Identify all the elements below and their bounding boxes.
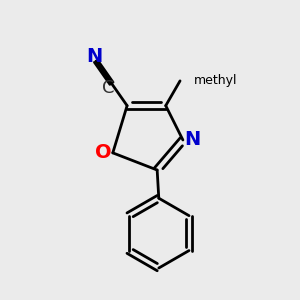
Text: O: O — [95, 143, 112, 162]
Text: N: N — [86, 47, 103, 66]
Text: N: N — [184, 130, 200, 149]
Text: methyl: methyl — [194, 74, 238, 87]
Text: C: C — [102, 79, 115, 97]
